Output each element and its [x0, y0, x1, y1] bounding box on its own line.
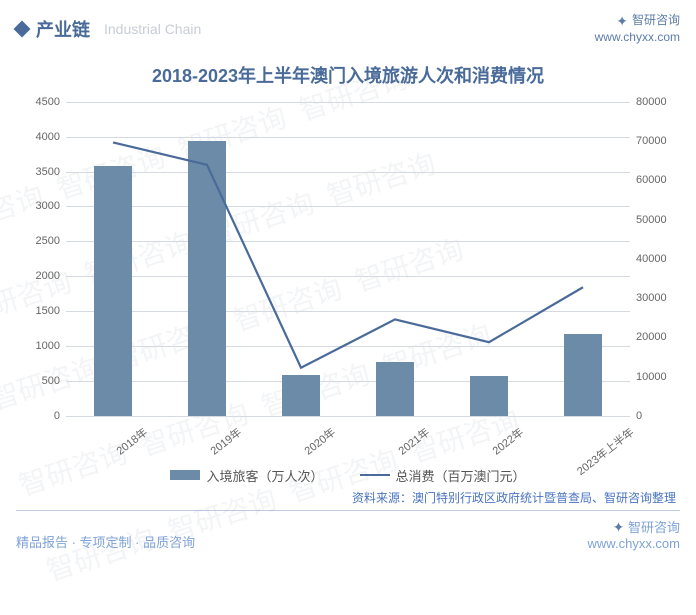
y-right-tick: 0: [632, 410, 680, 422]
x-axis-labels: 2018年2019年2020年2021年2022年2023年上半年: [66, 418, 630, 462]
y-left-tick: 1500: [16, 305, 64, 317]
x-label: 2019年: [207, 424, 245, 458]
y-axis-left: 050010001500200025003000350040004500: [16, 102, 64, 416]
y-right-tick: 80000: [632, 96, 680, 108]
grid-line: [66, 416, 630, 417]
footer: 精品报告 · 专项定制 · 品质咨询 ✦ 智研咨询 www.chyxx.com: [0, 511, 696, 561]
section-subtitle: Industrial Chain: [104, 21, 201, 37]
y-right-tick: 40000: [632, 253, 680, 265]
y-left-tick: 2000: [16, 270, 64, 282]
footer-brand: 智研咨询: [628, 520, 680, 535]
y-right-tick: 70000: [632, 135, 680, 147]
y-left-tick: 3500: [16, 166, 64, 178]
y-left-tick: 500: [16, 375, 64, 387]
y-left-tick: 3000: [16, 200, 64, 212]
section-title: 产业链: [36, 16, 90, 42]
y-left-tick: 1000: [16, 340, 64, 352]
header-brand: ✦ 智研咨询 www.chyxx.com: [595, 12, 680, 46]
y-right-tick: 50000: [632, 214, 680, 226]
x-label: 2022年: [489, 424, 527, 458]
plot-region: [66, 102, 630, 416]
brand-name: 智研咨询: [632, 13, 680, 29]
legend-bar: 入境旅客（万人次）: [170, 466, 323, 485]
chart-title: 2018-2023年上半年澳门入境旅游人次和消费情况: [0, 62, 696, 88]
legend: 入境旅客（万人次） 总消费（百万澳门元）: [0, 466, 696, 485]
y-right-tick: 20000: [632, 331, 680, 343]
legend-line-swatch: [360, 474, 390, 476]
footer-brand-icon: ✦: [613, 519, 625, 535]
y-right-tick: 30000: [632, 292, 680, 304]
x-label: 2020年: [301, 424, 339, 458]
y-right-tick: 60000: [632, 174, 680, 186]
brand-url: www.chyxx.com: [595, 30, 680, 46]
chart-area: 050010001500200025003000350040004500 010…: [16, 102, 680, 462]
footer-url: www.chyxx.com: [588, 536, 680, 551]
diamond-icon: [14, 20, 31, 37]
legend-bar-swatch: [170, 470, 200, 480]
header: 产业链 Industrial Chain ✦ 智研咨询 www.chyxx.co…: [0, 0, 696, 54]
footer-left: 精品报告 · 专项定制 · 品质咨询: [16, 532, 195, 551]
brand-icon: ✦: [616, 12, 628, 30]
legend-bar-label: 入境旅客（万人次）: [206, 466, 323, 485]
y-left-tick: 0: [16, 410, 64, 422]
y-right-tick: 10000: [632, 371, 680, 383]
y-left-tick: 4000: [16, 131, 64, 143]
y-axis-right: 0100002000030000400005000060000700008000…: [632, 102, 680, 416]
legend-line: 总消费（百万澳门元）: [360, 466, 526, 485]
source-text: 资料来源：澳门特别行政区政府统计暨普查局、智研咨询整理: [0, 485, 696, 506]
y-left-tick: 4500: [16, 96, 64, 108]
y-left-tick: 2500: [16, 235, 64, 247]
x-label: 2018年: [113, 424, 151, 458]
header-left: 产业链 Industrial Chain: [16, 16, 201, 42]
line-series-svg: [66, 102, 630, 416]
x-label: 2021年: [395, 424, 433, 458]
legend-line-label: 总消费（百万澳门元）: [396, 466, 526, 485]
line-path: [113, 142, 583, 367]
